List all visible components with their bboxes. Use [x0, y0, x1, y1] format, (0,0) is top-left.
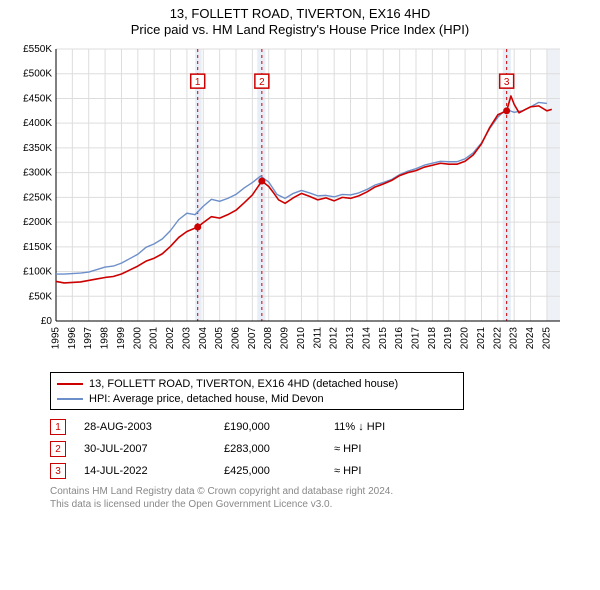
svg-text:2005: 2005	[214, 327, 225, 350]
svg-text:£550K: £550K	[23, 44, 52, 55]
chart-title: 13, FOLLETT ROAD, TIVERTON, EX16 4HD Pri…	[8, 6, 592, 37]
transaction-badge: 2	[50, 441, 66, 457]
legend-label: 13, FOLLETT ROAD, TIVERTON, EX16 4HD (de…	[89, 378, 398, 390]
title-subtitle: Price paid vs. HM Land Registry's House …	[8, 22, 592, 37]
svg-text:1995: 1995	[51, 327, 62, 350]
table-row: 2 30-JUL-2007 £283,000 ≈ HPI	[50, 438, 592, 460]
transaction-note: 11% ↓ HPI	[334, 421, 434, 433]
svg-text:2003: 2003	[181, 327, 192, 350]
transaction-price: £425,000	[224, 465, 334, 477]
table-row: 1 28-AUG-2003 £190,000 11% ↓ HPI	[50, 416, 592, 438]
legend-swatch	[57, 398, 83, 400]
transaction-date: 28-AUG-2003	[84, 421, 224, 433]
svg-text:2002: 2002	[165, 327, 176, 350]
svg-text:1998: 1998	[100, 327, 111, 350]
svg-text:2025: 2025	[541, 327, 552, 350]
badge-number: 2	[55, 444, 61, 455]
svg-text:2008: 2008	[263, 327, 274, 350]
svg-text:2000: 2000	[132, 327, 143, 350]
svg-text:£50K: £50K	[29, 291, 53, 302]
svg-text:2007: 2007	[247, 327, 258, 350]
transaction-badge: 3	[50, 463, 66, 479]
footer-line: This data is licensed under the Open Gov…	[50, 499, 592, 512]
svg-text:2024: 2024	[525, 327, 536, 350]
svg-text:2011: 2011	[312, 327, 323, 349]
svg-text:1997: 1997	[83, 327, 94, 350]
transaction-table: 1 28-AUG-2003 £190,000 11% ↓ HPI 2 30-JU…	[50, 416, 592, 482]
legend-swatch	[57, 383, 83, 385]
svg-text:£500K: £500K	[23, 69, 52, 80]
svg-text:2001: 2001	[149, 327, 160, 350]
table-row: 3 14-JUL-2022 £425,000 ≈ HPI	[50, 460, 592, 482]
svg-text:£250K: £250K	[23, 192, 52, 203]
svg-text:2022: 2022	[492, 327, 503, 350]
svg-text:3: 3	[504, 77, 510, 88]
svg-text:1999: 1999	[116, 327, 127, 350]
svg-text:2014: 2014	[361, 327, 372, 350]
title-address: 13, FOLLETT ROAD, TIVERTON, EX16 4HD	[8, 6, 592, 21]
svg-text:2019: 2019	[443, 327, 454, 350]
transaction-date: 14-JUL-2022	[84, 465, 224, 477]
transaction-price: £190,000	[224, 421, 334, 433]
badge-number: 3	[55, 466, 61, 477]
svg-text:£150K: £150K	[23, 242, 52, 253]
svg-text:2018: 2018	[427, 327, 438, 350]
svg-text:2004: 2004	[198, 327, 209, 350]
svg-text:£300K: £300K	[23, 168, 52, 179]
svg-text:2023: 2023	[509, 327, 520, 350]
svg-text:£100K: £100K	[23, 267, 52, 278]
svg-text:2016: 2016	[394, 327, 405, 350]
transaction-price: £283,000	[224, 443, 334, 455]
legend-item: HPI: Average price, detached house, Mid …	[57, 391, 457, 406]
legend-item: 13, FOLLETT ROAD, TIVERTON, EX16 4HD (de…	[57, 376, 457, 391]
svg-text:2010: 2010	[296, 327, 307, 350]
footer-line: Contains HM Land Registry data © Crown c…	[50, 486, 592, 499]
svg-text:1: 1	[195, 77, 201, 88]
page: 13, FOLLETT ROAD, TIVERTON, EX16 4HD Pri…	[0, 0, 600, 519]
svg-text:2020: 2020	[460, 327, 471, 350]
svg-text:£350K: £350K	[23, 143, 52, 154]
line-chart-svg: £0 £50K £100K £150K £200K £250K £300K £350K £400…	[8, 41, 568, 361]
svg-text:2021: 2021	[476, 327, 487, 350]
svg-text:£0: £0	[41, 316, 53, 327]
transaction-note: ≈ HPI	[334, 465, 434, 477]
chart-area: £0 £50K £100K £150K £200K £250K £300K £350K £400…	[8, 41, 592, 366]
legend-label: HPI: Average price, detached house, Mid …	[89, 393, 324, 405]
svg-text:£450K: £450K	[23, 93, 52, 104]
legend: 13, FOLLETT ROAD, TIVERTON, EX16 4HD (de…	[50, 372, 464, 410]
svg-text:2006: 2006	[231, 327, 242, 350]
svg-text:1996: 1996	[67, 327, 78, 350]
svg-text:2009: 2009	[280, 327, 291, 350]
svg-text:2012: 2012	[329, 327, 340, 350]
badge-number: 1	[55, 422, 61, 433]
svg-text:2013: 2013	[345, 327, 356, 350]
svg-text:2: 2	[259, 77, 265, 88]
transaction-note: ≈ HPI	[334, 443, 434, 455]
svg-text:2015: 2015	[378, 327, 389, 350]
svg-text:2017: 2017	[411, 327, 422, 350]
svg-text:£400K: £400K	[23, 118, 52, 129]
footer-attribution: Contains HM Land Registry data © Crown c…	[50, 486, 592, 511]
transaction-date: 30-JUL-2007	[84, 443, 224, 455]
svg-text:£200K: £200K	[23, 217, 52, 228]
transaction-badge: 1	[50, 419, 66, 435]
